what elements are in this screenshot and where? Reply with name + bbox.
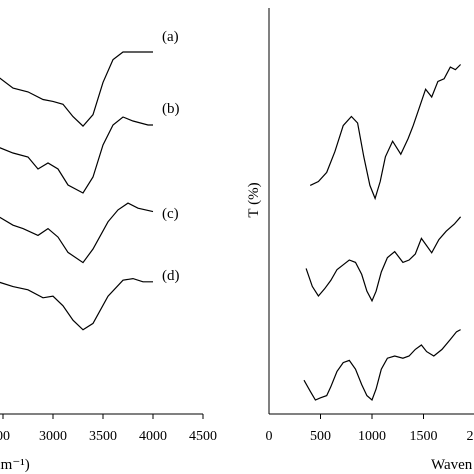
left-x-tick-label: 3000 <box>39 429 67 444</box>
right-x-tick-label: 500 <box>310 429 331 444</box>
left-x-tick-label: 4000 <box>139 429 167 444</box>
left-x-axis-label: cm⁻¹) <box>0 457 30 473</box>
left-series-label: (b) <box>162 101 180 117</box>
right-series-line <box>309 64 462 201</box>
right-y-axis-label: T (%) <box>246 182 262 217</box>
right-x-axis-label: Waven <box>431 457 473 473</box>
right-x-tick-label: 2 <box>467 429 474 444</box>
left-x-tick-label: 00 <box>0 429 10 444</box>
left-series-label: (c) <box>162 206 179 222</box>
right-chart-panel: 0 500 1000 1500 2 T (%) Waven <box>246 8 474 473</box>
left-series-line <box>0 277 153 331</box>
left-series-label: (a) <box>162 29 179 45</box>
left-chart-panel: 00 3000 3500 4000 4500 (a) (b) (c) (d) cm⁻¹) <box>0 29 217 473</box>
left-x-tick-label: 3500 <box>89 429 117 444</box>
left-series-line <box>0 116 153 194</box>
left-x-tick-label: 4500 <box>189 429 217 444</box>
right-x-tick-label: 1000 <box>358 429 386 444</box>
left-series-line <box>0 51 153 127</box>
right-series-line <box>305 216 462 303</box>
right-x-tick-label: 0 <box>266 429 273 444</box>
right-x-tick-label: 1500 <box>410 429 438 444</box>
right-series-line <box>303 329 461 402</box>
left-series-line <box>0 202 154 264</box>
left-series-label: (d) <box>162 268 180 284</box>
